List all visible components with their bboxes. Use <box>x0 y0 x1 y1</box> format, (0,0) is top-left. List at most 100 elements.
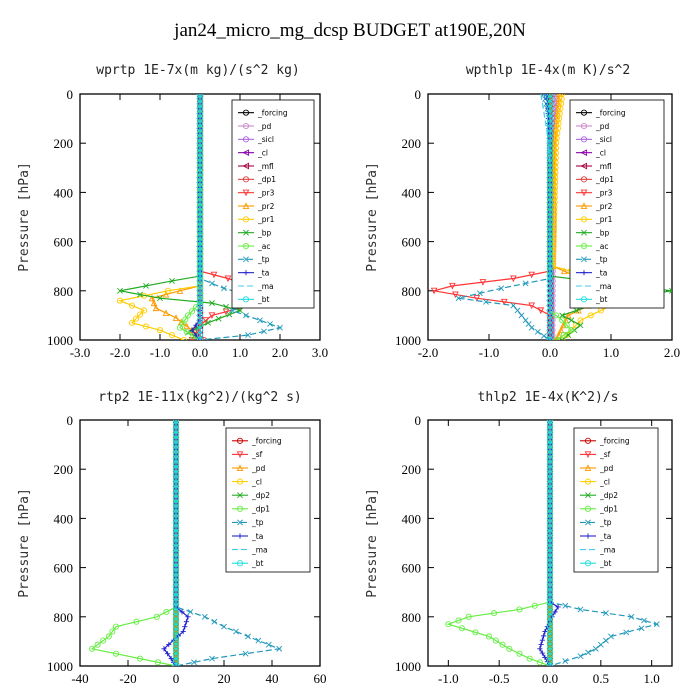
series-bp-point <box>568 317 575 324</box>
x-tick-label: 2.0 <box>272 345 288 360</box>
series-ac-point <box>184 312 192 319</box>
y-tick-label: 400 <box>402 185 422 200</box>
y-tick-label: 0 <box>67 413 74 428</box>
series-tp-point <box>518 312 525 319</box>
series-ac-point <box>553 336 560 340</box>
series-pr3-line <box>433 94 551 340</box>
legend-label: _ta <box>257 268 269 277</box>
x-tick-label: -3.0 <box>70 345 91 360</box>
series-dp1-point <box>153 613 160 620</box>
legend-marker <box>237 519 243 526</box>
legend-box <box>573 427 659 573</box>
legend-label: _forcing <box>257 108 288 117</box>
legend-label: _pd <box>595 122 610 131</box>
legend-label: _pd <box>251 464 266 473</box>
x-tick-label: 1.0 <box>644 671 660 686</box>
y-axis-label: Pressure [hPa] <box>365 162 380 272</box>
legend-marker <box>242 189 250 197</box>
series-group <box>430 94 672 340</box>
legend-marker <box>580 109 588 116</box>
series-ta-point <box>537 646 543 652</box>
series-dp1-point <box>526 655 533 662</box>
legend: _forcing _sf _pd _cl _dp2 _dp1 _tp _ta _ma _bt <box>225 427 311 573</box>
series-tp-point <box>522 280 529 287</box>
chart-panel-2: wpthlp 1E-4x(m K)/s^2 Pressure [hPa] -2.0 -… <box>365 63 680 360</box>
series-tp-point <box>628 613 635 620</box>
legend-marker <box>585 533 591 539</box>
series-pr2-point <box>560 321 567 329</box>
y-tick-label: 1000 <box>47 659 73 674</box>
series-pr3-point <box>202 317 210 324</box>
legend-marker <box>580 189 588 197</box>
legend-marker <box>580 122 588 130</box>
legend-box <box>225 427 311 573</box>
series-ta-point <box>183 619 189 625</box>
series-pr3-point <box>479 279 487 286</box>
series-tp-point <box>229 307 235 314</box>
legend-label: _ta <box>251 532 263 541</box>
series-ac-point <box>568 327 575 334</box>
series-tp-point <box>623 629 630 636</box>
legend-label: _bt <box>599 559 612 568</box>
legend-marker <box>242 109 250 116</box>
series-ta-point <box>542 628 548 635</box>
legend-label: _cl <box>257 148 268 157</box>
series-pr3-point <box>528 302 536 310</box>
series-ta-point <box>542 654 548 660</box>
series-tp-point <box>221 285 227 292</box>
legend-label: _bp <box>257 228 272 237</box>
series-tp-point <box>233 628 239 635</box>
legend-marker <box>242 176 250 183</box>
x-tick-label: 0.5 <box>593 671 609 686</box>
y-tick-label: 200 <box>54 136 74 151</box>
y-tick-label: 200 <box>402 136 422 151</box>
y-tick-label: 400 <box>402 511 422 526</box>
y-axis-label: Pressure [hPa] <box>365 488 380 598</box>
x-tick-label: -2.0 <box>110 345 131 360</box>
legend-label: _pr2 <box>257 202 275 211</box>
series-ma-line <box>540 94 551 340</box>
legend-label: _ta <box>595 268 607 277</box>
x-tick-label: -40 <box>71 671 88 686</box>
legend-label: _ma <box>251 545 268 554</box>
series-tp-point <box>522 317 529 324</box>
series-tp-point <box>540 94 547 97</box>
series-ac-point <box>182 316 189 323</box>
legend-marker <box>580 242 588 250</box>
legend-label: _sicl <box>595 135 612 144</box>
legend-marker <box>585 519 591 526</box>
series-tp-line <box>175 420 282 666</box>
series-dp1-point <box>455 617 462 624</box>
legend-marker <box>580 162 588 170</box>
series-pr1-line <box>117 94 201 340</box>
chart-title: thlp2 1E-4x(K^2)/s <box>478 390 619 405</box>
series-ta-point <box>161 646 167 652</box>
series-pr1-point <box>164 287 172 294</box>
series-tp-point <box>562 602 569 609</box>
series-dp1-point <box>94 641 101 648</box>
series-bp-point <box>577 322 584 329</box>
series-tp-point <box>211 618 218 625</box>
series-tp-point <box>265 641 272 648</box>
series-dp1-point <box>516 606 523 613</box>
series-pr3-point <box>528 271 536 279</box>
series-tp-point <box>455 295 462 302</box>
series-ta-point <box>182 624 188 630</box>
series-pr3-point <box>510 275 517 283</box>
series-tp-point <box>597 641 604 648</box>
legend-label: _ac <box>595 242 608 251</box>
legend-marker <box>243 229 249 236</box>
series-tp-point <box>261 328 267 335</box>
series-ta-point <box>179 609 185 615</box>
series-pr3-point <box>452 291 459 299</box>
x-tick-label: 2.0 <box>664 345 680 360</box>
legend-label: _cl <box>599 477 610 486</box>
series-tp-point <box>602 610 609 617</box>
x-tick-label: -1.0 <box>438 671 459 686</box>
legend-marker <box>580 136 588 143</box>
series-bp-line <box>119 94 242 340</box>
legend-label: _dp1 <box>251 505 270 514</box>
x-tick-label: 3.0 <box>312 345 328 360</box>
legend-marker <box>580 216 588 223</box>
series-pr1-point <box>140 307 148 314</box>
